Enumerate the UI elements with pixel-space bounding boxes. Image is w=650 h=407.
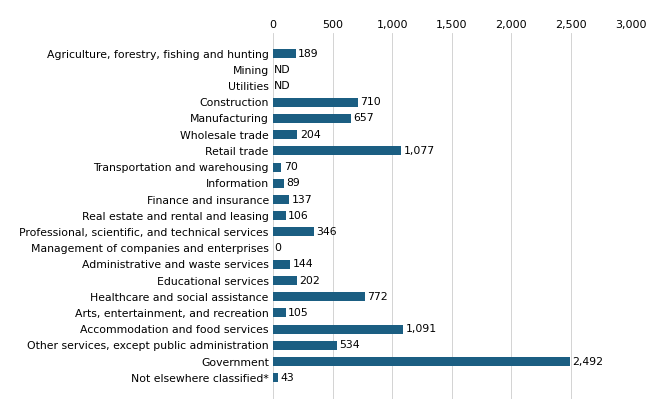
Bar (273, 114, 351, 123)
Text: 144: 144 (292, 259, 313, 269)
Text: 105: 105 (288, 308, 309, 318)
Bar (273, 325, 403, 334)
Text: 202: 202 (300, 276, 320, 286)
Bar (273, 292, 365, 301)
Text: 534: 534 (339, 340, 359, 350)
Text: 1,077: 1,077 (404, 146, 435, 156)
Text: 43: 43 (281, 373, 294, 383)
Text: 657: 657 (354, 114, 374, 123)
Bar (273, 195, 289, 204)
Text: 2,492: 2,492 (573, 357, 603, 367)
Text: 70: 70 (284, 162, 298, 172)
Bar (273, 309, 285, 317)
Text: ND: ND (274, 81, 291, 91)
Bar (273, 276, 297, 285)
Bar (273, 98, 358, 107)
Text: 0: 0 (274, 243, 281, 253)
Text: 346: 346 (317, 227, 337, 237)
Bar (273, 211, 285, 220)
Text: 137: 137 (292, 195, 313, 204)
Bar (273, 357, 570, 366)
Text: 204: 204 (300, 130, 320, 140)
Bar (273, 130, 297, 139)
Bar (273, 49, 296, 58)
Bar (273, 260, 290, 269)
Text: 710: 710 (360, 97, 381, 107)
Text: 189: 189 (298, 49, 318, 59)
Bar (273, 163, 281, 172)
Text: 89: 89 (286, 178, 300, 188)
Text: 106: 106 (288, 211, 309, 221)
Text: 1,091: 1,091 (406, 324, 437, 334)
Bar (273, 147, 401, 155)
Text: ND: ND (274, 65, 291, 75)
Bar (273, 373, 278, 382)
Bar (273, 179, 283, 188)
Bar (273, 228, 314, 236)
Text: 772: 772 (367, 292, 388, 302)
Bar (273, 341, 337, 350)
